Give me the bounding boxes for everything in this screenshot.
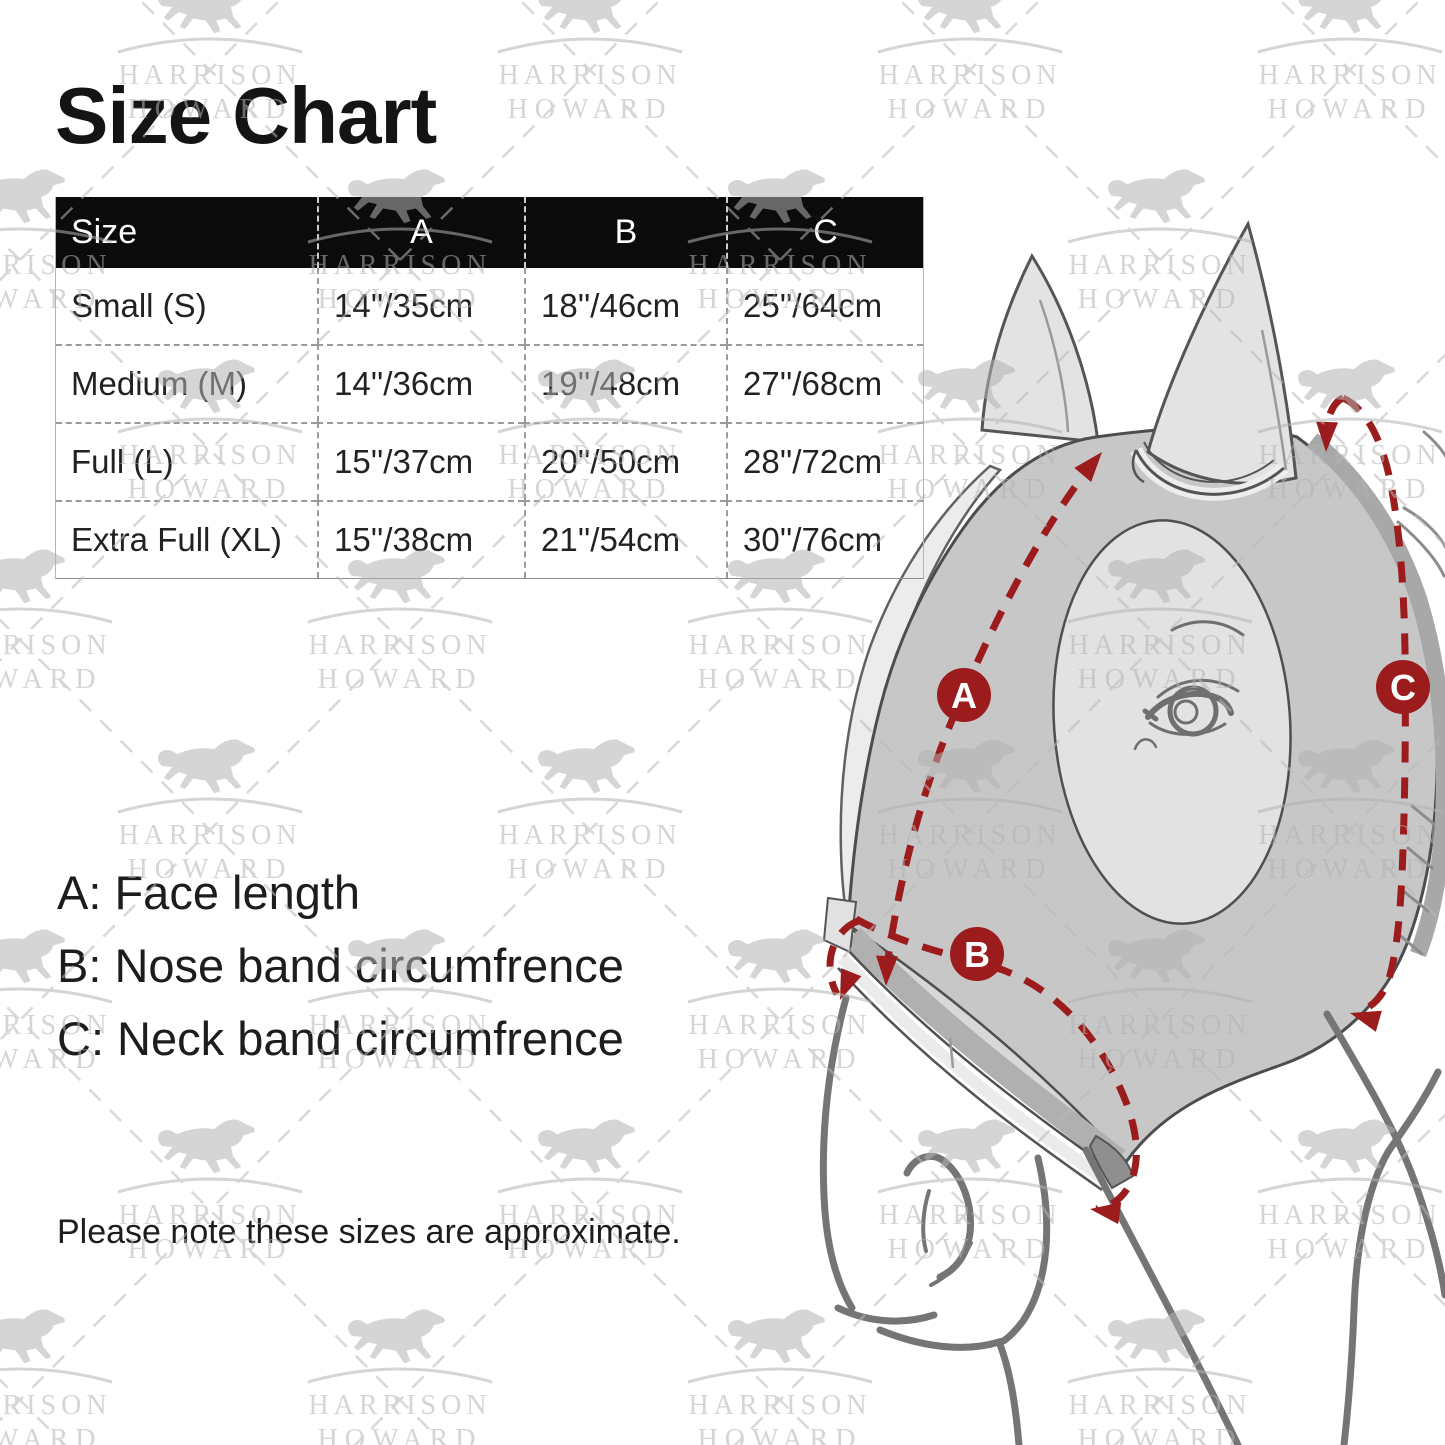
legend-item-b: B: Nose band circumfrence <box>57 939 624 992</box>
col-header-b: B <box>524 197 726 268</box>
value-cell: 30''/76cm <box>726 500 923 578</box>
col-header-a: A <box>317 197 524 268</box>
size-cell: Medium (M) <box>56 344 317 422</box>
value-cell: 19''/48cm <box>524 344 726 422</box>
measure-badge-c: C <box>1376 660 1430 714</box>
size-cell: Extra Full (XL) <box>56 500 317 578</box>
value-cell: 27''/68cm <box>726 344 923 422</box>
left-ear <box>980 252 1100 444</box>
svg-text:C: C <box>1390 667 1416 708</box>
value-cell: 28''/72cm <box>726 422 923 500</box>
measure-badge-b: B <box>950 927 1004 981</box>
value-cell: 15''/37cm <box>317 422 524 500</box>
size-cell: Full (L) <box>56 422 317 500</box>
svg-text:A: A <box>951 675 977 716</box>
col-header-c: C <box>726 197 923 268</box>
measurement-legend: A: Face length B: Nose band circumfrence… <box>57 856 624 1075</box>
col-header-size: Size <box>56 197 317 268</box>
svg-text:B: B <box>964 934 990 975</box>
value-cell: 21''/54cm <box>524 500 726 578</box>
approximate-note: Please note these sizes are approximate. <box>57 1213 681 1251</box>
value-cell: 14''/35cm <box>317 268 524 344</box>
page-title: Size Chart <box>55 71 437 160</box>
measure-badge-a: A <box>937 668 991 722</box>
value-cell: 15''/38cm <box>317 500 524 578</box>
legend-item-c: C: Neck band circumfrence <box>57 1012 624 1065</box>
size-table: Size A B C Small (S) 14''/35cm 18''/46cm… <box>55 197 924 579</box>
legend-item-a: A: Face length <box>57 866 361 919</box>
size-cell: Small (S) <box>71 287 207 324</box>
value-cell: 20''/50cm <box>524 422 726 500</box>
right-ear <box>1146 220 1298 485</box>
value-cell: 14''/36cm <box>317 344 524 422</box>
value-cell: 25''/64cm <box>726 268 923 344</box>
value-cell: 18''/46cm <box>524 268 726 344</box>
